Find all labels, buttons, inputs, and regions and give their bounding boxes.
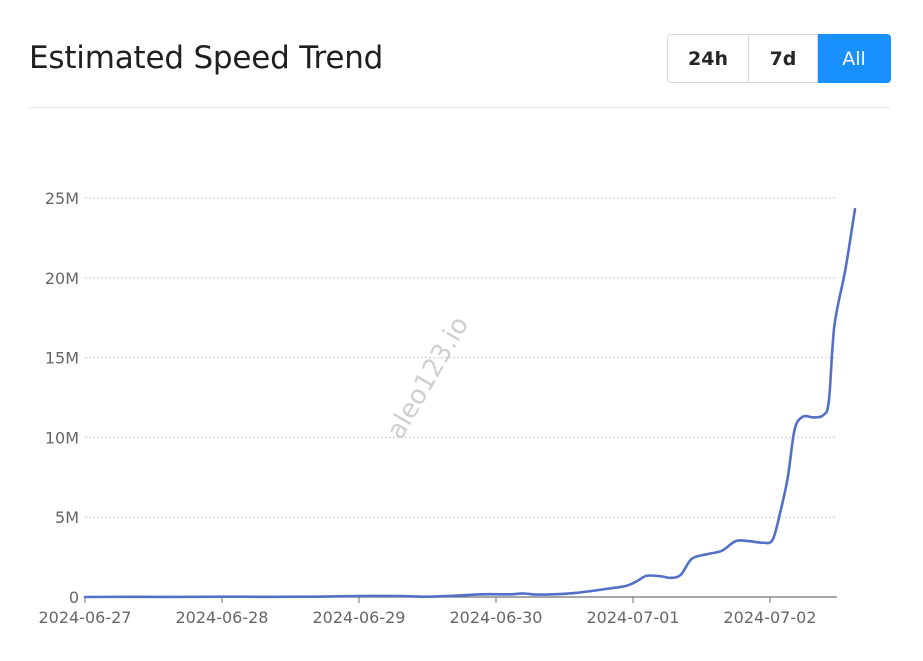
page-title: Estimated Speed Trend [29,40,384,76]
y-axis-ticks: 0 5M 10M 15M 20M 25M [45,189,79,607]
x-tick-label: 2024-06-27 [39,608,132,627]
range-all-button[interactable]: All [818,34,891,83]
x-tick-label: 2024-07-01 [587,608,680,627]
y-tick-label: 25M [45,189,79,208]
y-tick-label: 20M [45,269,79,288]
y-tick-label: 0 [69,588,79,607]
series-line-0 [83,207,857,599]
x-tick-label: 2024-06-29 [313,608,406,627]
x-axis: 2024-06-27 2024-06-28 2024-06-29 2024-06-30… [39,596,837,627]
x-tick-label: 2024-06-28 [176,608,269,627]
y-tick-label: 5M [55,508,79,527]
y-tick-label: 10M [45,428,79,447]
grid-lines [85,197,837,518]
y-tick-label: 15M [45,349,79,368]
x-tick-label: 2024-06-30 [450,608,543,627]
x-tick-label: 2024-07-02 [724,608,817,627]
range-24h-button[interactable]: 24h [667,34,749,83]
watermark: aleo123.io [381,312,475,445]
range-7d-button[interactable]: 7d [749,34,818,83]
time-range-selector: 24h 7d All [667,34,891,83]
header-divider [29,107,890,108]
series-group [83,207,857,599]
